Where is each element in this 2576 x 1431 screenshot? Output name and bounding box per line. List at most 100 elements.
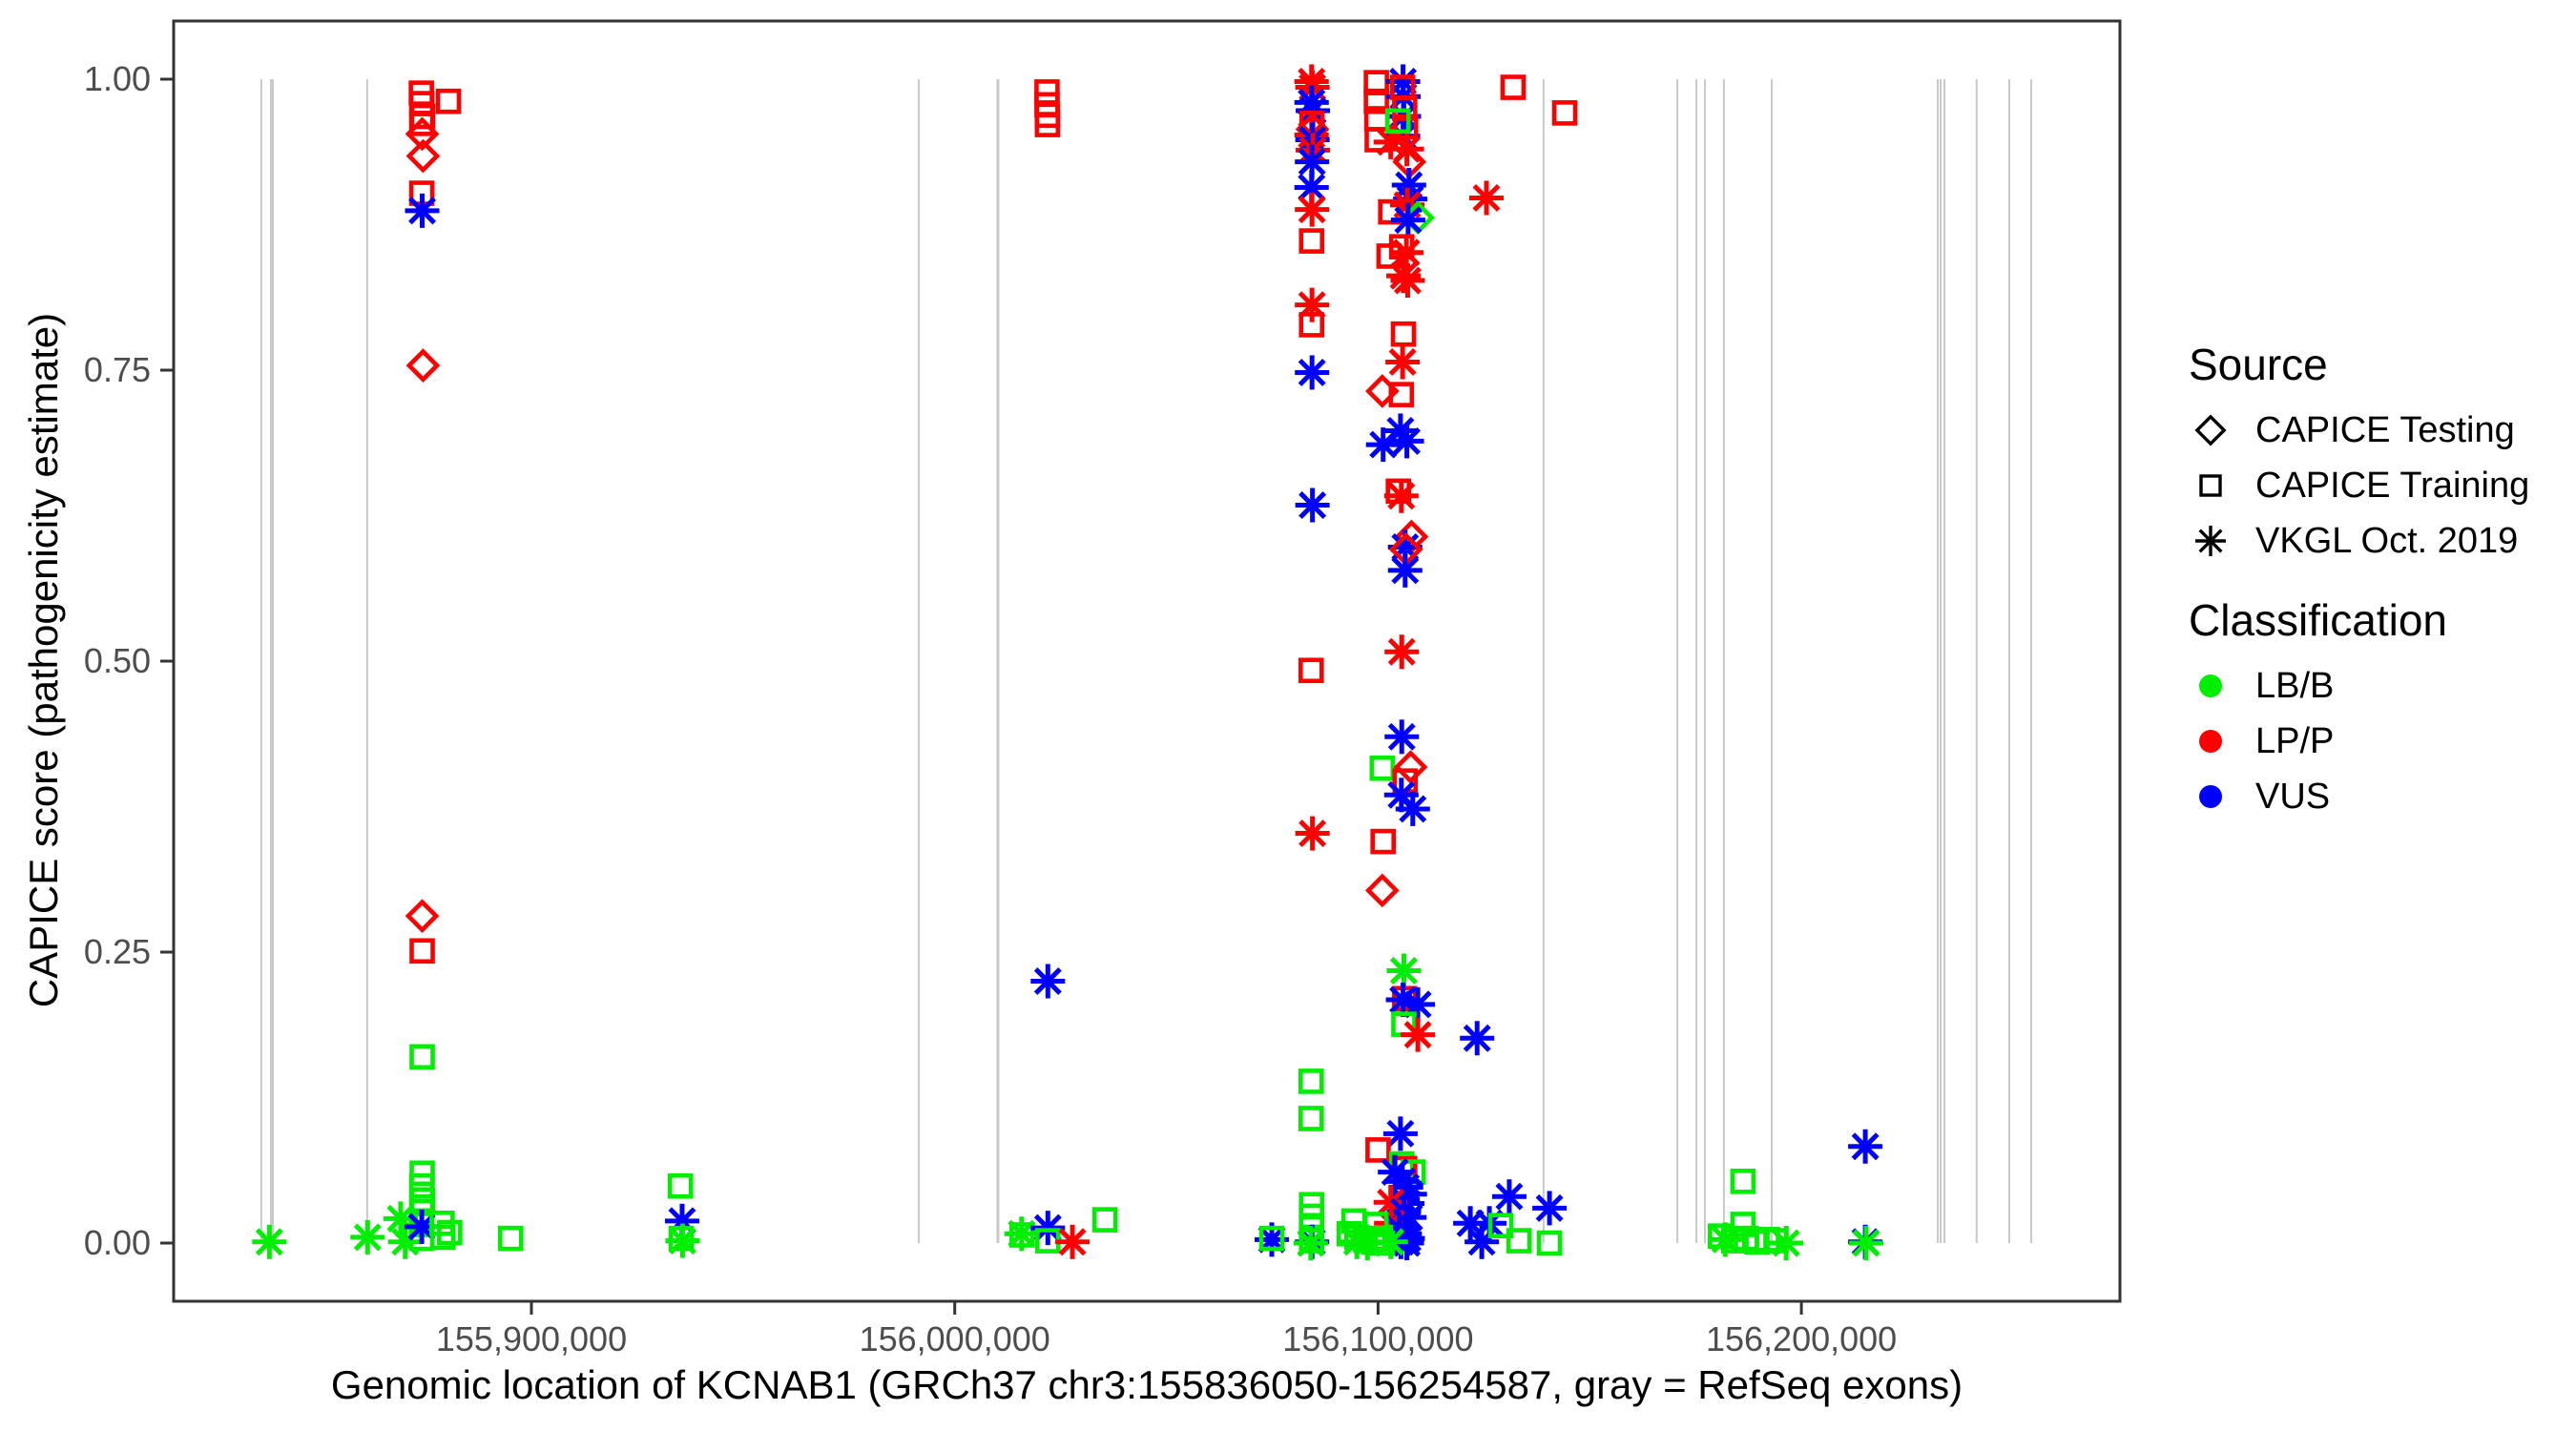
data-point <box>1769 1226 1804 1260</box>
data-point <box>1370 828 1397 855</box>
data-point <box>1389 424 1424 459</box>
data-point <box>1295 192 1330 227</box>
data-point <box>409 1160 435 1187</box>
legend-classification-section: Classification LB/B LP/P VUS <box>2189 595 2447 824</box>
data-point <box>1295 487 1330 523</box>
diamond-icon <box>2189 411 2233 449</box>
x-tick-label: 156,100,000 <box>1282 1319 1473 1358</box>
data-point <box>405 116 440 152</box>
x-tick-label: 156,200,000 <box>1706 1319 1897 1358</box>
data-point <box>1298 228 1325 254</box>
data-point <box>1091 1207 1118 1233</box>
data-point <box>252 1224 287 1259</box>
data-point <box>1487 1213 1514 1238</box>
legend-item-vkgl: VKGL Oct. 2019 <box>2189 513 2529 569</box>
x-tick-label: 156,000,000 <box>860 1319 1050 1358</box>
data-point <box>1848 1226 1883 1260</box>
data-point <box>1387 552 1423 588</box>
data-point <box>1551 100 1578 126</box>
data-point <box>1298 312 1325 338</box>
data-point <box>1365 427 1401 463</box>
legend-item-capice-testing: CAPICE Testing <box>2189 403 2529 458</box>
data-point <box>405 348 441 383</box>
data-point <box>1500 74 1527 100</box>
data-point <box>405 193 440 228</box>
data-point <box>405 138 441 174</box>
data-point <box>1386 953 1422 988</box>
data-point <box>408 1172 435 1199</box>
legend-source-section: Source CAPICE Testing CAPICE Training <box>2189 340 2529 569</box>
y-tick-label: 1.00 <box>84 59 151 98</box>
legend-source-title: Source <box>2189 340 2328 389</box>
data-point <box>1369 755 1396 781</box>
data-point <box>1383 478 1419 513</box>
legend-item-lbb: LB/B <box>2189 658 2447 714</box>
data-point <box>1008 1222 1035 1248</box>
data-point <box>1298 1106 1324 1131</box>
data-point <box>1392 95 1418 121</box>
data-point <box>665 1223 700 1258</box>
data-point <box>1390 321 1417 347</box>
y-tick-label: 0.25 <box>84 932 151 971</box>
data-point <box>1365 1137 1391 1163</box>
data-point <box>1848 1129 1883 1164</box>
data-point <box>408 111 435 136</box>
legend-item-label: LB/B <box>2255 665 2335 706</box>
data-point <box>1382 1116 1418 1151</box>
y-axis-title: CAPICE score (pathogenicity estimate) <box>21 312 66 1008</box>
data-point <box>1384 108 1411 135</box>
data-point <box>350 1219 385 1255</box>
asterisk-icon <box>2189 520 2233 562</box>
data-point <box>1030 964 1066 999</box>
legend-item-lpp: LP/P <box>2189 714 2447 769</box>
data-point <box>1384 719 1420 755</box>
legend-item-label: LP/P <box>2255 720 2335 761</box>
x-axis-title: Genomic location of KCNAB1 (GRCh37 chr3:… <box>330 1362 1963 1407</box>
data-point <box>437 1219 463 1246</box>
data-point <box>1720 1228 1747 1254</box>
data-point <box>1388 382 1415 407</box>
data-point <box>1388 532 1423 567</box>
data-point <box>1465 1224 1500 1259</box>
data-point <box>1030 1211 1066 1246</box>
data-point <box>1298 1068 1324 1094</box>
data-point <box>1392 144 1427 179</box>
data-point <box>1536 1230 1563 1256</box>
data-point <box>1384 634 1420 670</box>
data-point <box>1055 1224 1091 1259</box>
data-point <box>1468 180 1504 216</box>
data-point <box>1365 873 1400 908</box>
data-point <box>1460 1021 1495 1056</box>
y-tick-label: 0.75 <box>84 350 151 389</box>
data-point <box>1293 1226 1328 1260</box>
legend-item-label: CAPICE Testing <box>2255 409 2515 450</box>
data-point <box>1295 816 1330 851</box>
data-point <box>409 938 435 964</box>
legend-item-capice-training: CAPICE Training <box>2189 458 2529 513</box>
data-point <box>1295 355 1330 390</box>
legend-item-label: CAPICE Training <box>2255 465 2530 506</box>
data-point <box>1730 1169 1756 1194</box>
data-point <box>1298 657 1324 684</box>
legend-item-label: VKGL Oct. 2019 <box>2255 520 2519 561</box>
data-point <box>497 1225 524 1252</box>
data-point <box>1491 1179 1527 1214</box>
data-point <box>1385 344 1421 380</box>
panel-border <box>172 19 2122 1303</box>
data-point <box>1390 202 1425 238</box>
data-point <box>435 88 462 114</box>
data-point <box>1532 1191 1568 1226</box>
data-point <box>1376 243 1402 269</box>
data-point <box>1367 1225 1393 1252</box>
data-point <box>1395 791 1430 826</box>
legend-item-vus: VUS <box>2189 769 2447 824</box>
lpp-dot-icon <box>2189 730 2233 753</box>
data-point <box>1034 79 1060 105</box>
legend-classification-title: Classification <box>2189 595 2447 645</box>
data-point <box>1506 1228 1532 1254</box>
data-point <box>409 1044 435 1070</box>
data-point <box>1401 986 1436 1022</box>
lbb-dot-icon <box>2189 674 2233 697</box>
